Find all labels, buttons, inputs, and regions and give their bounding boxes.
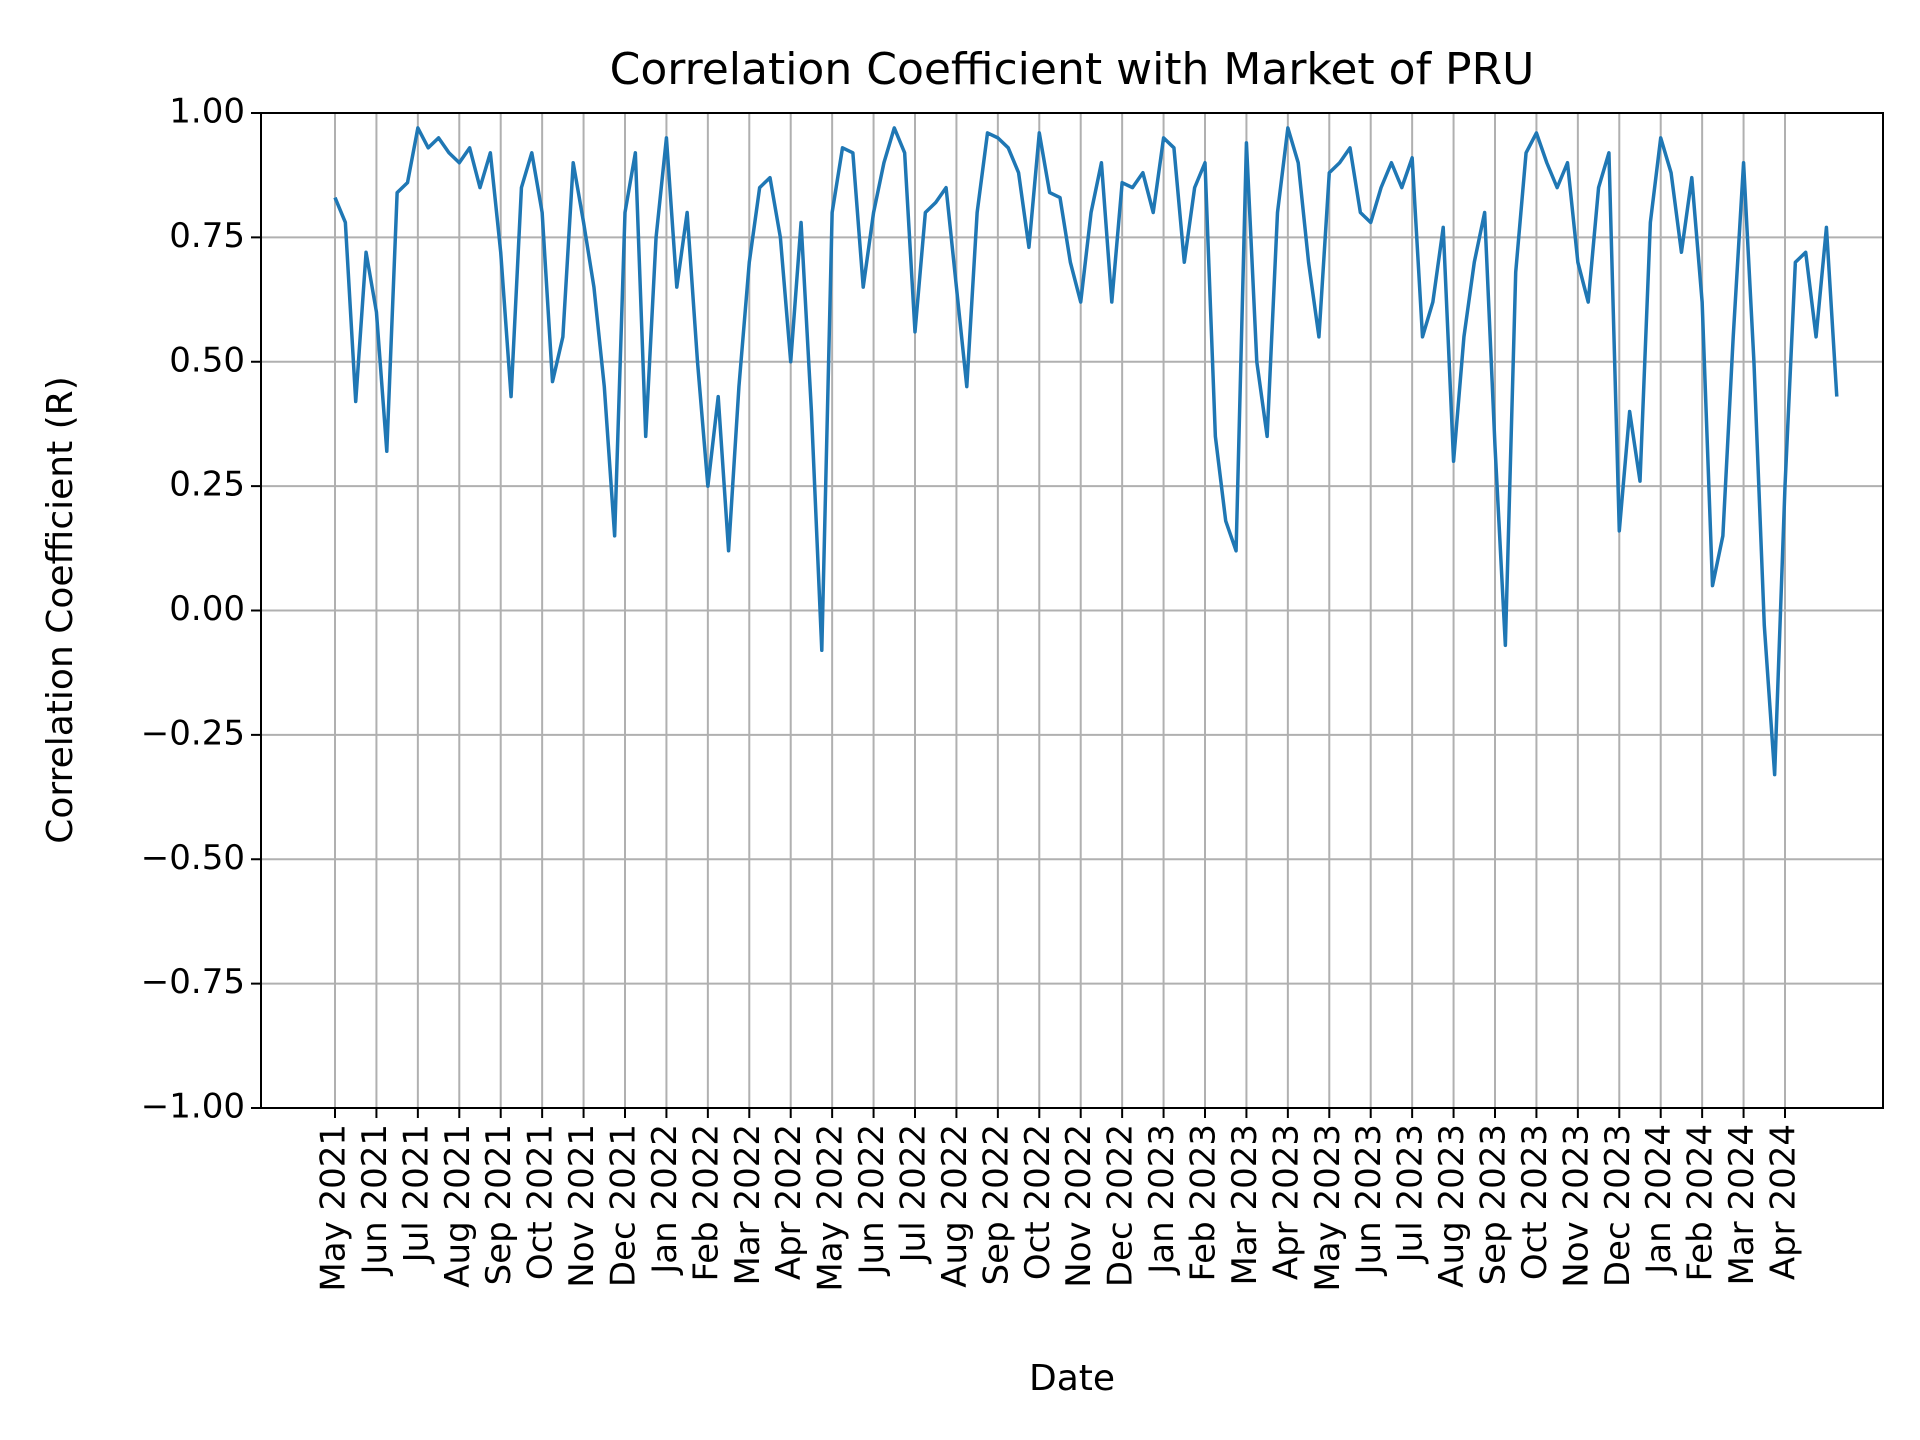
x-tick-label: Apr 2023 xyxy=(1266,1124,1306,1280)
x-tick-label: Mar 2024 xyxy=(1722,1124,1762,1285)
y-tick-label: −0.75 xyxy=(141,962,245,1002)
x-tick-label: May 2022 xyxy=(811,1124,851,1292)
plot-frame xyxy=(260,112,1884,1109)
x-tick-label: Jan 2024 xyxy=(1639,1124,1679,1276)
x-tick-label: Dec 2022 xyxy=(1101,1124,1141,1287)
y-tick-label: −0.25 xyxy=(141,713,245,753)
x-tick-label: Feb 2023 xyxy=(1184,1124,1224,1282)
x-tick-label: May 2023 xyxy=(1308,1124,1348,1292)
x-tick-label: Jun 2022 xyxy=(852,1124,892,1276)
y-tick-label: 0.75 xyxy=(169,216,245,256)
x-tick-label: Jun 2023 xyxy=(1349,1124,1389,1276)
x-tick-label: Aug 2022 xyxy=(935,1124,975,1288)
x-tick-label: Nov 2022 xyxy=(1059,1124,1099,1288)
x-tick-label: Aug 2021 xyxy=(438,1124,478,1288)
y-tick-label: 0.50 xyxy=(169,340,245,380)
y-tick-label: 0.25 xyxy=(169,465,245,505)
y-tick-label: 1.00 xyxy=(169,92,245,132)
chart-title: Correlation Coefficient with Market of P… xyxy=(610,44,1535,95)
y-axis-label: Correlation Coefficient (R) xyxy=(40,376,81,844)
x-tick-label: Sep 2021 xyxy=(479,1124,519,1285)
x-tick-label: Jan 2022 xyxy=(645,1124,685,1276)
x-tick-label: Sep 2022 xyxy=(976,1124,1016,1285)
x-tick-label: Nov 2021 xyxy=(562,1124,602,1288)
x-tick-label: Dec 2023 xyxy=(1598,1124,1638,1287)
x-tick-label: Apr 2022 xyxy=(769,1124,809,1280)
x-tick-label: Feb 2022 xyxy=(686,1124,726,1282)
x-tick-label: Jul 2023 xyxy=(1391,1124,1431,1264)
x-tick-label: Mar 2022 xyxy=(728,1124,768,1285)
y-tick-label: 0.00 xyxy=(169,589,245,629)
x-tick-label: Oct 2021 xyxy=(521,1124,561,1280)
x-tick-label: Mar 2023 xyxy=(1225,1124,1265,1285)
x-tick-label: Jul 2021 xyxy=(396,1124,436,1264)
x-tick-label: May 2021 xyxy=(314,1124,354,1292)
x-tick-label: Apr 2024 xyxy=(1764,1124,1804,1280)
x-tick-label: Nov 2023 xyxy=(1556,1124,1596,1288)
data-line xyxy=(333,126,1839,777)
x-tick-label: Sep 2023 xyxy=(1474,1124,1514,1285)
x-tick-label: Oct 2022 xyxy=(1018,1124,1058,1280)
y-tick-label: −0.50 xyxy=(141,838,245,878)
x-tick-label: Jul 2022 xyxy=(894,1124,934,1264)
x-tick-label: Aug 2023 xyxy=(1432,1124,1472,1288)
x-tick-label: Jun 2021 xyxy=(355,1124,395,1276)
x-axis-label: Date xyxy=(1029,1358,1115,1399)
x-tick-label: Feb 2024 xyxy=(1681,1124,1721,1282)
x-tick-label: Oct 2023 xyxy=(1515,1124,1555,1280)
x-tick-label: Dec 2021 xyxy=(604,1124,644,1287)
y-tick-label: −1.00 xyxy=(141,1087,245,1127)
x-tick-label: Jan 2023 xyxy=(1142,1124,1182,1276)
